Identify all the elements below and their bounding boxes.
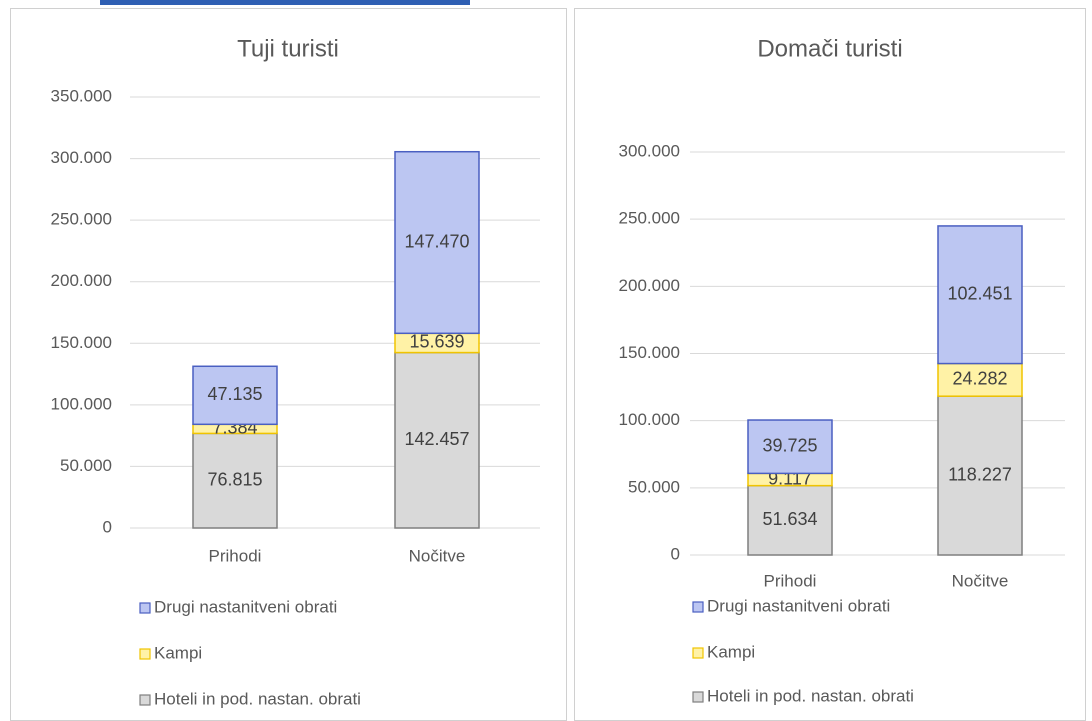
x-tick-label: Prihodi	[209, 546, 262, 565]
y-tick-label: 50.000	[628, 477, 680, 496]
data-label: 118.227	[948, 464, 1012, 484]
y-tick-label: 250.000	[51, 210, 112, 229]
legend-label: Hoteli in pod. nastan. obrati	[154, 689, 361, 708]
legend-label: Drugi nastanitveni obrati	[154, 597, 337, 616]
legend-swatch	[692, 647, 704, 659]
y-tick-label: 150.000	[619, 343, 680, 362]
bar-segment	[394, 150, 480, 335]
legend-swatch	[139, 648, 151, 660]
y-tick-label: 150.000	[51, 333, 112, 352]
data-label: 51.634	[762, 509, 817, 529]
x-tick-label: Nočitve	[952, 571, 1009, 590]
y-tick-label: 200.000	[51, 271, 112, 290]
legend-swatch	[692, 691, 704, 703]
bar-segment	[937, 395, 1023, 556]
y-tick-label: 100.000	[619, 410, 680, 429]
bar-segment	[937, 225, 1023, 365]
data-label: 15.639	[409, 332, 464, 352]
legend-swatch	[139, 694, 151, 706]
bar-segment	[192, 432, 278, 529]
legend-swatch	[139, 602, 151, 614]
y-tick-label: 200.000	[619, 276, 680, 295]
y-tick-label: 50.000	[60, 456, 112, 475]
y-tick-label: 100.000	[51, 394, 112, 413]
y-tick-label: 350.000	[51, 86, 112, 105]
y-tick-label: 0	[103, 517, 112, 536]
y-tick-label: 300.000	[619, 141, 680, 160]
data-label: 24.282	[952, 369, 1007, 389]
data-label: 147.470	[404, 231, 469, 251]
bar-segment	[937, 362, 1023, 397]
chart-title: Domači turisti	[757, 35, 902, 62]
data-label: 39.725	[762, 435, 817, 455]
legend-label: Kampi	[154, 643, 202, 662]
data-label: 47.135	[207, 384, 262, 404]
legend-label: Drugi nastanitveni obrati	[707, 596, 890, 615]
top-accent	[100, 0, 470, 5]
y-tick-label: 0	[671, 544, 680, 563]
bar-segment	[192, 365, 278, 426]
x-tick-label: Prihodi	[764, 571, 817, 590]
legend-swatch	[692, 601, 704, 613]
data-label: 142.457	[404, 429, 469, 449]
legend-label: Hoteli in pod. nastan. obrati	[707, 686, 914, 705]
legend-label: Kampi	[707, 642, 755, 661]
x-tick-label: Nočitve	[409, 546, 466, 565]
data-label: 76.815	[207, 469, 262, 489]
y-tick-label: 250.000	[619, 209, 680, 228]
bar-segment	[747, 419, 833, 475]
bar-segment	[394, 351, 480, 529]
data-label: 102.451	[947, 284, 1012, 304]
y-tick-label: 300.000	[51, 148, 112, 167]
chart-title: Tuji turisti	[237, 35, 339, 62]
